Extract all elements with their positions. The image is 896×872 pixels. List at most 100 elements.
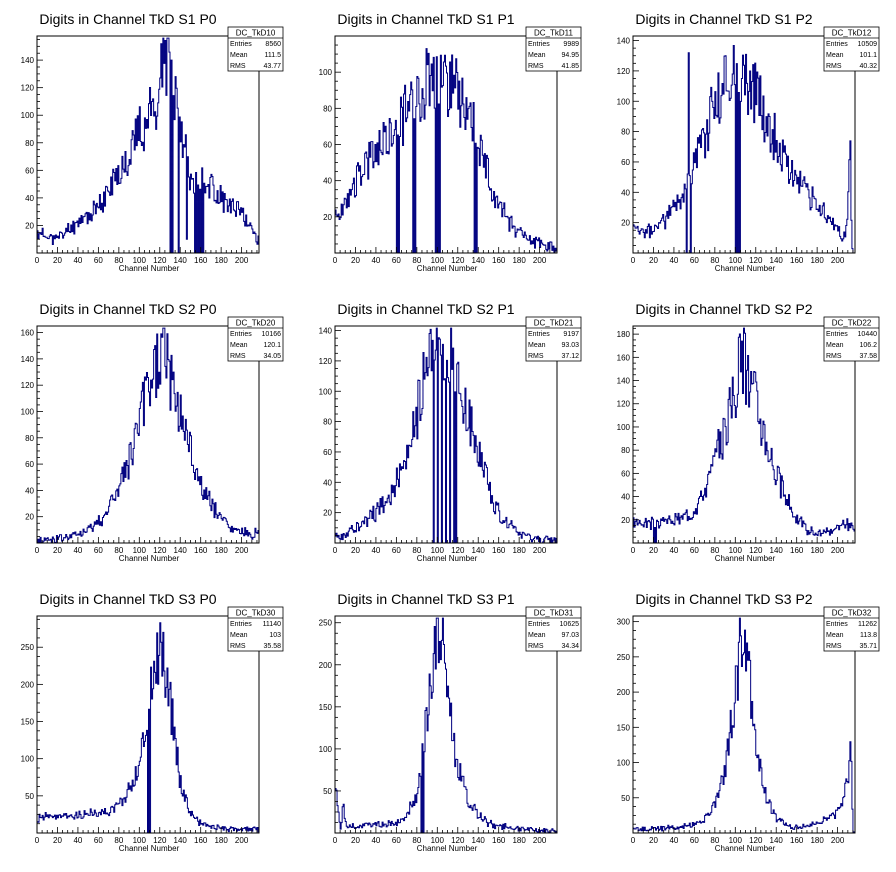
x-tick-label: 0 xyxy=(333,256,338,265)
x-tick-label: 20 xyxy=(351,836,360,845)
histogram-line xyxy=(36,37,260,254)
histogram-line xyxy=(632,44,855,254)
histogram-svg: Digits in Channel TkD S2 P1 0 20 40 60 80 100 1… xyxy=(319,301,582,563)
x-tick-label: 40 xyxy=(371,546,380,555)
x-tick-label: 180 xyxy=(512,546,526,555)
y-tick-label: 60 xyxy=(25,460,34,469)
x-tick-label: 60 xyxy=(392,836,401,845)
y-tick-label: 200 xyxy=(617,688,631,697)
x-tick-label: 160 xyxy=(492,546,506,555)
y-tick-label: 150 xyxy=(319,703,333,712)
histogram-panel: Digits in Channel TkD S1 P2 0 20 40 60 80 100 1… xyxy=(596,0,894,290)
plot-frame xyxy=(36,325,260,544)
stats-value: 97.03 xyxy=(561,632,579,639)
histogram-line xyxy=(334,327,558,544)
stats-box xyxy=(823,606,880,652)
y-tick-label: 250 xyxy=(21,643,35,652)
y-tick-label: 120 xyxy=(21,84,35,93)
y-tick-label: 120 xyxy=(617,67,631,76)
x-tick-label: 40 xyxy=(371,836,380,845)
x-tick-label: 120 xyxy=(749,546,763,555)
plot-frame xyxy=(334,615,558,834)
stats-value: 101.1 xyxy=(859,52,877,59)
x-tick-label: 80 xyxy=(710,546,719,555)
x-tick-label: 120 xyxy=(451,256,465,265)
x-tick-label: 100 xyxy=(133,546,147,555)
x-tick-label: 160 xyxy=(492,836,506,845)
y-tick-label: 100 xyxy=(21,755,35,764)
histogram-panel: Digits in Channel TkD S1 P1 0 20 40 60 80 100 1… xyxy=(298,0,596,290)
x-tick-label: 80 xyxy=(412,546,421,555)
x-tick-label: 180 xyxy=(810,546,824,555)
y-tick-label: 20 xyxy=(621,516,630,525)
x-tick-label: 180 xyxy=(214,546,228,555)
y-tick-label: 140 xyxy=(617,377,631,386)
x-tick-label: 200 xyxy=(533,836,547,845)
y-tick-label: 100 xyxy=(319,68,333,77)
x-tick-label: 40 xyxy=(371,256,380,265)
y-tick-label: 80 xyxy=(25,434,34,443)
x-tick-label: 100 xyxy=(729,546,743,555)
y-tick-label: 60 xyxy=(323,448,332,457)
y-tick-label: 40 xyxy=(323,177,332,186)
stats-label: Mean xyxy=(528,52,546,59)
stats-value: 113.8 xyxy=(860,632,877,639)
x-tick-label: 100 xyxy=(133,836,147,845)
x-tick-label: 120 xyxy=(451,546,465,555)
histogram-title: Digits in Channel TkD S1 P0 xyxy=(39,11,216,27)
stats-label: Mean xyxy=(826,52,844,59)
stats-value: 10625 xyxy=(560,621,580,628)
x-tick-label: 0 xyxy=(35,836,40,845)
y-tick-label: 200 xyxy=(21,680,35,689)
histogram-line xyxy=(632,617,855,834)
plot-frame xyxy=(334,325,558,544)
x-tick-label: 40 xyxy=(669,836,678,845)
stats-name: DC_TkD10 xyxy=(236,29,276,38)
x-tick-label: 200 xyxy=(235,836,249,845)
histogram-title: Digits in Channel TkD S3 P1 xyxy=(337,591,514,607)
y-tick-label: 20 xyxy=(25,221,34,230)
stats-value: 111.5 xyxy=(265,52,282,59)
stats-label: RMS xyxy=(826,63,842,70)
histogram-panel: Digits in Channel TkD S1 P0 0 20 40 60 80 100 1… xyxy=(0,0,298,290)
y-tick-label: 20 xyxy=(25,513,34,522)
histogram-svg: Digits in Channel TkD S1 P0 0 20 40 60 80 100 1… xyxy=(21,11,284,273)
x-axis-title: Channel Number xyxy=(417,554,478,563)
x-tick-label: 80 xyxy=(412,256,421,265)
x-tick-label: 60 xyxy=(690,836,699,845)
y-tick-label: 50 xyxy=(621,794,630,803)
stats-value: 8560 xyxy=(265,41,281,48)
y-tick-label: 100 xyxy=(617,759,631,768)
x-tick-label: 60 xyxy=(94,836,103,845)
stats-label: RMS xyxy=(230,643,246,650)
x-tick-label: 140 xyxy=(770,546,784,555)
x-tick-label: 160 xyxy=(790,836,804,845)
stats-value: 10440 xyxy=(858,331,878,338)
x-tick-label: 140 xyxy=(472,546,486,555)
histogram-title: Digits in Channel TkD S3 P0 xyxy=(39,591,216,607)
y-tick-label: 140 xyxy=(617,37,631,46)
histogram-svg: Digits in Channel TkD S3 P0 0 20 40 60 80 100 1… xyxy=(21,591,284,853)
y-tick-label: 40 xyxy=(621,493,630,502)
y-tick-label: 150 xyxy=(21,718,35,727)
x-tick-label: 140 xyxy=(174,256,188,265)
x-axis-title: Channel Number xyxy=(119,264,180,273)
stats-label: Entries xyxy=(528,41,550,48)
x-tick-label: 80 xyxy=(114,836,123,845)
x-tick-label: 20 xyxy=(351,256,360,265)
x-tick-label: 0 xyxy=(631,836,636,845)
x-axis-title: Channel Number xyxy=(715,554,776,563)
y-tick-label: 300 xyxy=(617,618,631,627)
x-tick-label: 80 xyxy=(114,546,123,555)
x-tick-label: 80 xyxy=(710,836,719,845)
y-tick-label: 100 xyxy=(617,97,631,106)
x-tick-label: 20 xyxy=(649,836,658,845)
x-tick-label: 120 xyxy=(153,256,167,265)
y-tick-label: 50 xyxy=(25,792,34,801)
y-tick-label: 80 xyxy=(621,128,630,137)
y-tick-label: 100 xyxy=(319,745,333,754)
y-tick-label: 120 xyxy=(21,381,35,390)
x-tick-label: 60 xyxy=(690,256,699,265)
stats-value: 43.77 xyxy=(263,63,281,70)
x-tick-label: 140 xyxy=(472,836,486,845)
